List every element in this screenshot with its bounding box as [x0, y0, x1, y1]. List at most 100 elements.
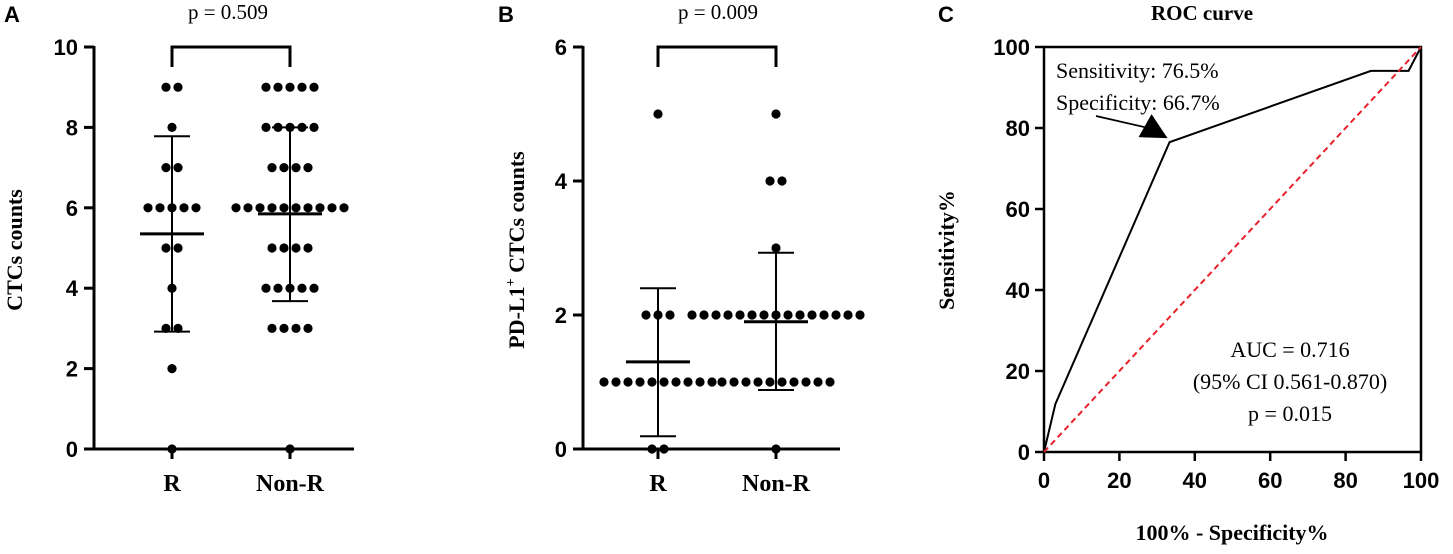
data-point: [771, 109, 781, 119]
auc-stat-line: AUC = 0.716: [1230, 337, 1349, 362]
data-point: [801, 377, 811, 387]
data-point: [161, 82, 171, 92]
data-point: [231, 203, 241, 213]
data-point: [243, 203, 253, 213]
data-point: [291, 203, 301, 213]
data-point: [647, 377, 657, 387]
x-tick-label: 40: [1183, 468, 1207, 493]
x-tick-label: 80: [1333, 468, 1357, 493]
data-point: [765, 176, 775, 186]
data-point: [261, 122, 271, 132]
data-point: [261, 82, 271, 92]
data-point: [771, 243, 781, 253]
roc-curve-line: [1043, 46, 1422, 453]
data-point: [273, 283, 283, 293]
data-point: [179, 203, 189, 213]
data-point: [777, 176, 787, 186]
data-point: [173, 82, 183, 92]
data-point: [795, 310, 805, 320]
y-tick-label: 60: [1006, 197, 1030, 222]
data-point: [753, 377, 763, 387]
data-point: [297, 82, 307, 92]
data-point: [273, 82, 283, 92]
data-point: [173, 163, 183, 173]
data-point: [291, 243, 301, 253]
y-axis-title-b-sup: +: [504, 278, 519, 286]
data-point: [303, 163, 313, 173]
data-point: [279, 163, 289, 173]
annotation-arrow-line: [1095, 115, 1154, 131]
data-point: [695, 377, 705, 387]
data-point: [777, 377, 787, 387]
data-point: [161, 243, 171, 253]
data-point: [167, 364, 177, 374]
roc-lines: [1043, 46, 1422, 453]
data-point: [759, 310, 769, 320]
panel-letter-c: C: [938, 2, 954, 27]
data-point: [309, 122, 319, 132]
data-point: [623, 377, 633, 387]
data-point: [711, 310, 721, 320]
data-point: [279, 203, 289, 213]
panel-letter-a: A: [4, 2, 20, 27]
data-point: [855, 310, 865, 320]
data-point: [707, 377, 717, 387]
p-value-a: p = 0.509: [188, 0, 268, 24]
data-point: [161, 163, 171, 173]
y-tick-label: 0: [1018, 440, 1030, 465]
data-point: [747, 310, 757, 320]
reference-diagonal-line: [1043, 46, 1422, 453]
data-point: [765, 377, 775, 387]
roc-annotation: Sensitivity: 76.5% Specificity: 66.7% AUC …: [1056, 58, 1387, 426]
data-point: [267, 323, 277, 333]
data-point: [315, 203, 325, 213]
panel-c-chart: ROC curve Sensitivity% 100% - Specificit…: [934, 1, 1439, 545]
y-tick-label: 40: [1006, 278, 1030, 303]
annotation-arrowhead: [1138, 114, 1168, 139]
panel-a-chart: p = 0.509 CTCs counts 0 2 4 6 8 10 R Non-R: [2, 0, 354, 497]
data-point: [789, 377, 799, 387]
points-b: [599, 109, 865, 454]
x-tick-label: 20: [1107, 468, 1131, 493]
data-point: [819, 310, 829, 320]
data-point: [723, 310, 733, 320]
data-point: [155, 203, 165, 213]
y-tick-label: 0: [555, 437, 567, 462]
x-category-label: Non-R: [256, 471, 325, 497]
y-tick-label: 4: [66, 276, 79, 301]
data-point: [735, 310, 745, 320]
data-point: [683, 377, 693, 387]
stats-a: [140, 126, 322, 333]
x-category-label: Non-R: [742, 471, 811, 497]
data-point: [285, 444, 295, 454]
data-point: [285, 82, 295, 92]
data-point: [813, 377, 823, 387]
panel-letter-b: B: [498, 2, 514, 27]
data-point: [291, 323, 301, 333]
data-point: [717, 377, 727, 387]
specificity-note: Specificity: 66.7%: [1056, 90, 1220, 115]
x-category-label: R: [649, 471, 667, 497]
sensitivity-note: Sensitivity: 76.5%: [1056, 58, 1219, 83]
data-point: [303, 203, 313, 213]
y-tick-label: 4: [555, 169, 568, 194]
data-point: [339, 203, 349, 213]
plot-frame: [1042, 45, 1423, 454]
data-point: [771, 444, 781, 454]
auc-stat-line: p = 0.015: [1248, 401, 1332, 426]
axes-b: 0 2 4 6 R Non-R: [555, 35, 840, 497]
x-tick-label: 100: [1403, 468, 1440, 493]
data-point: [173, 243, 183, 253]
y-tick-label: 6: [555, 35, 567, 60]
data-point: [659, 444, 669, 454]
data-point: [843, 310, 853, 320]
data-point: [741, 377, 751, 387]
data-point: [659, 377, 669, 387]
axes-c: 0 20 40 60 80 100 0 20 40 60 80 100: [993, 35, 1439, 493]
data-point: [261, 283, 271, 293]
data-point: [599, 377, 609, 387]
stats-b: [626, 251, 808, 438]
y-axis-title-a: CTCs counts: [2, 189, 27, 311]
x-axis-title-c: 100% - Specificity%: [1135, 520, 1328, 545]
